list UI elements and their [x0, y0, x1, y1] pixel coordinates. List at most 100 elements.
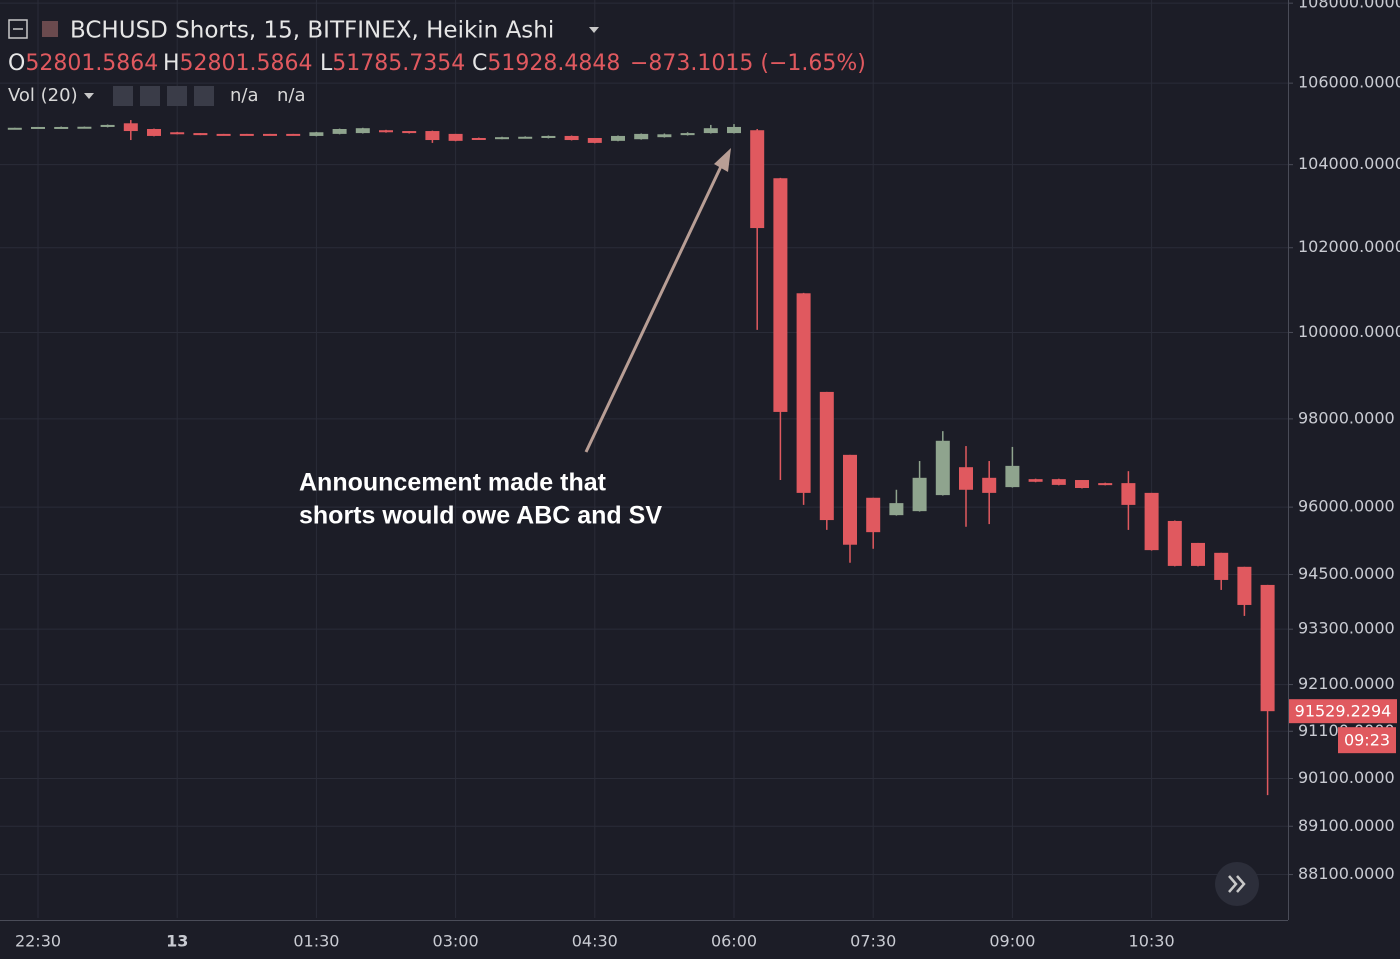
candle-body	[1214, 552, 1229, 580]
candle-body	[889, 503, 904, 516]
candle-body	[77, 126, 92, 129]
candle-body	[866, 497, 881, 533]
candle-body	[982, 477, 997, 493]
countdown-box	[1338, 727, 1396, 754]
y-tick-label: 88100.0000	[1298, 864, 1395, 883]
candle-body	[1237, 566, 1252, 605]
candle-body	[309, 132, 324, 136]
scroll-icon	[1228, 875, 1246, 893]
candle-body	[170, 132, 185, 135]
high-label: H	[163, 51, 180, 76]
candle-body	[912, 477, 927, 512]
last-price-label: 91529.2294	[1295, 702, 1392, 721]
candle-body	[796, 293, 811, 493]
x-tick-label: 04:30	[572, 932, 618, 951]
x-tick-label: 01:30	[293, 932, 339, 951]
y-tick-label: 96000.0000	[1298, 497, 1395, 516]
x-tick-label: 10:30	[1129, 932, 1175, 951]
annotation-text: shorts would owe ABC and SV	[299, 502, 662, 530]
last-price-box	[1289, 699, 1397, 724]
y-tick-label: 104000.0000	[1298, 154, 1400, 173]
candle-body	[425, 131, 440, 141]
chart-title: BCHUSD Shorts, 15, BITFINEX, Heikin Ashi	[70, 18, 554, 44]
y-tick-label: 89100.0000	[1298, 816, 1395, 835]
open-value: 52801.5864	[25, 51, 158, 76]
y-tick-label: 90100.0000	[1298, 768, 1395, 787]
candle-body	[773, 178, 788, 412]
countdown-label: 09:23	[1344, 731, 1390, 750]
volume-dropdown[interactable]	[84, 93, 94, 99]
candle-body	[935, 440, 950, 496]
candle-body	[703, 128, 718, 134]
candle-body	[611, 135, 625, 141]
high-value: 52801.5864	[180, 51, 313, 76]
collapse-icon[interactable]	[8, 19, 28, 39]
candle-body	[843, 454, 857, 545]
candle-body	[541, 135, 556, 138]
candle-body	[1191, 542, 1205, 566]
candle-body	[959, 467, 973, 490]
x-tick-label: 03:00	[433, 932, 479, 951]
candle-body	[286, 133, 301, 136]
candle-body	[123, 123, 138, 132]
candle-body	[564, 135, 579, 141]
ohlc-line: O52801.5864 H52801.5864 L51785.7354 C519…	[8, 51, 866, 76]
candle-body	[495, 137, 509, 140]
candle-body	[31, 126, 45, 129]
x-tick-label: 06:00	[711, 932, 757, 951]
candle-body	[100, 124, 115, 127]
candle-body	[1075, 480, 1089, 489]
close-value: 51928.4848	[487, 51, 620, 76]
candle-body	[1051, 479, 1066, 485]
low-label: L	[320, 51, 333, 76]
volume-settings-icon[interactable]	[113, 86, 133, 106]
open-label: O	[8, 51, 25, 76]
change-value: −873.1015 (−1.65%)	[630, 51, 866, 76]
candle-body	[1098, 483, 1113, 486]
candles	[7, 120, 1275, 796]
candle-body	[402, 131, 417, 134]
candle-body	[263, 133, 277, 136]
close-label: C	[472, 51, 487, 76]
candle-body	[355, 128, 370, 134]
volume-remove-icon[interactable]	[194, 86, 214, 106]
x-tick-label: 09:00	[989, 932, 1035, 951]
candle-body	[680, 133, 695, 136]
candle-body	[587, 137, 602, 143]
candle-body	[471, 137, 486, 140]
candle-body	[54, 126, 69, 129]
x-tick-label: 13	[166, 932, 188, 951]
y-tick-label: 102000.0000	[1298, 237, 1400, 256]
annotation-arrowhead	[714, 148, 731, 172]
x-tick-label: 22:30	[15, 932, 61, 951]
candle-body	[819, 391, 834, 521]
candle-body	[1121, 483, 1136, 505]
annotation-text: Announcement made that	[299, 469, 607, 497]
axes: 108000.0000 106000.0000 104000.0000 102000.…	[15, 0, 1400, 951]
candle-body	[750, 130, 765, 229]
y-tick-label: 98000.0000	[1298, 408, 1395, 427]
candle-body	[657, 134, 672, 138]
candle-body	[1144, 492, 1159, 551]
candle-body	[379, 130, 393, 133]
candle-body	[216, 133, 231, 136]
symbol-icon	[42, 21, 58, 37]
volume-settings-icon[interactable]	[167, 86, 187, 106]
candle-body	[448, 133, 463, 141]
candle-body	[1260, 584, 1275, 712]
price-label: 91529.2294 09:23	[1289, 699, 1397, 754]
grid	[0, 0, 1288, 918]
candle-body	[7, 127, 22, 130]
annotation-arrow	[584, 159, 726, 453]
volume-settings-icon[interactable]	[140, 86, 160, 106]
y-tick-label: 94500.0000	[1298, 564, 1395, 583]
title-dropdown[interactable]	[589, 27, 599, 33]
y-tick-label: 100000.0000	[1298, 322, 1400, 341]
y-tick-label: 92100.0000	[1298, 674, 1395, 693]
candle-body	[634, 133, 649, 140]
y-tick-label: 106000.0000	[1298, 73, 1400, 92]
y-tick-label: 108000.0000	[1298, 0, 1400, 12]
x-tick-label: 07:30	[850, 932, 896, 951]
